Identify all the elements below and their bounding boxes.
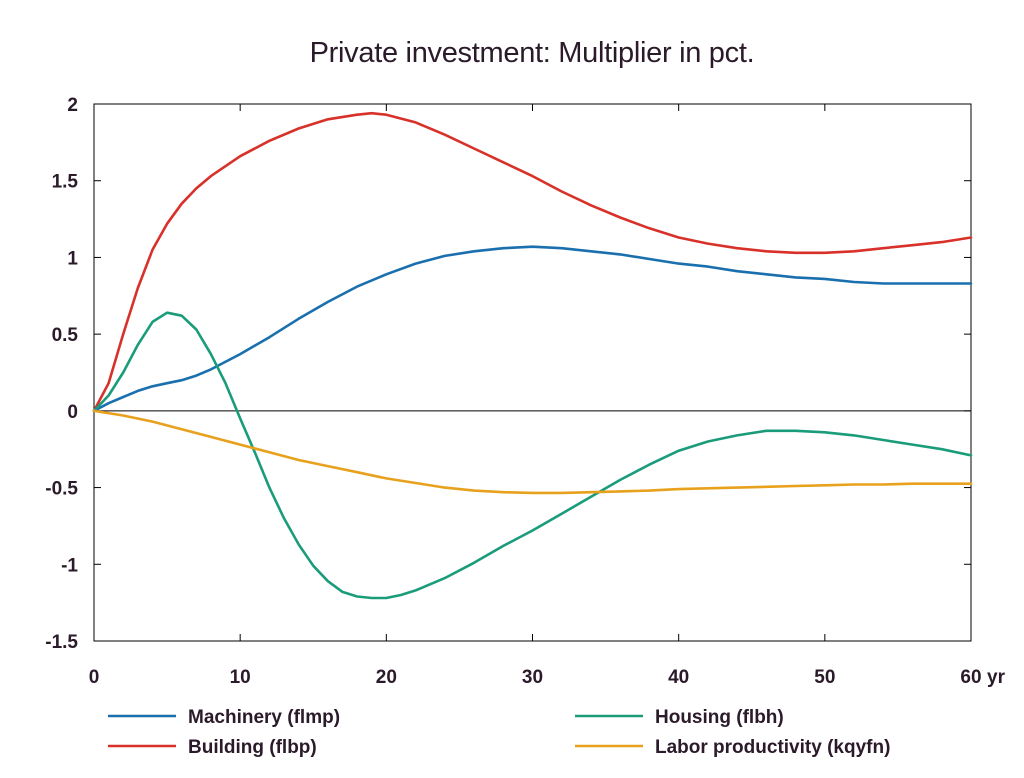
legend: Machinery (flmp) Building (flbp) Housing (… bbox=[108, 707, 890, 758]
x-tick-label: 0 bbox=[89, 667, 100, 688]
x-tick-label: 20 bbox=[376, 667, 397, 688]
y-tick-label: 2 bbox=[67, 95, 78, 116]
x-tick-label: 30 bbox=[522, 667, 543, 688]
legend-label-machinery-flmp: Machinery (flmp) bbox=[188, 707, 340, 728]
y-tick-label: -1.5 bbox=[45, 632, 78, 653]
plot-frame bbox=[93, 103, 972, 642]
series-line-machinery-flmp bbox=[92, 245, 973, 413]
x-unit-label: yr bbox=[987, 667, 1006, 688]
x-tick-label: 40 bbox=[668, 667, 689, 688]
y-tick-label: -0.5 bbox=[45, 479, 78, 500]
chart-title: Private investment: Multiplier in pct. bbox=[310, 37, 755, 69]
x-tick-label: 50 bbox=[814, 667, 835, 688]
x-tick-label: 10 bbox=[230, 667, 251, 688]
series-line-building-flbp bbox=[92, 111, 973, 413]
y-tick-label: -1 bbox=[61, 555, 78, 576]
legend-label-housing-flbh: Housing (flbh) bbox=[655, 707, 784, 728]
y-tick-label: 1.5 bbox=[52, 172, 79, 193]
series-line-labor-productivity-kqyfn bbox=[92, 409, 973, 495]
y-tick-label: 0 bbox=[67, 402, 78, 423]
plot-area: 2 1.5 1 0.5 0 -0.5 -1 -1.5 0 10 20 30 40 50 60 yr bbox=[45, 95, 1005, 688]
y-tick-label: 1 bbox=[67, 248, 78, 269]
y-tick-label: 0.5 bbox=[52, 325, 79, 346]
x-tick-label: 60 bbox=[960, 667, 981, 688]
legend-label-labor-productivity-kqyfn: Labor productivity (kqyfn) bbox=[655, 737, 890, 758]
series-line-housing-flbh bbox=[92, 311, 973, 600]
legend-label-building-flbp: Building (flbp) bbox=[188, 737, 317, 758]
